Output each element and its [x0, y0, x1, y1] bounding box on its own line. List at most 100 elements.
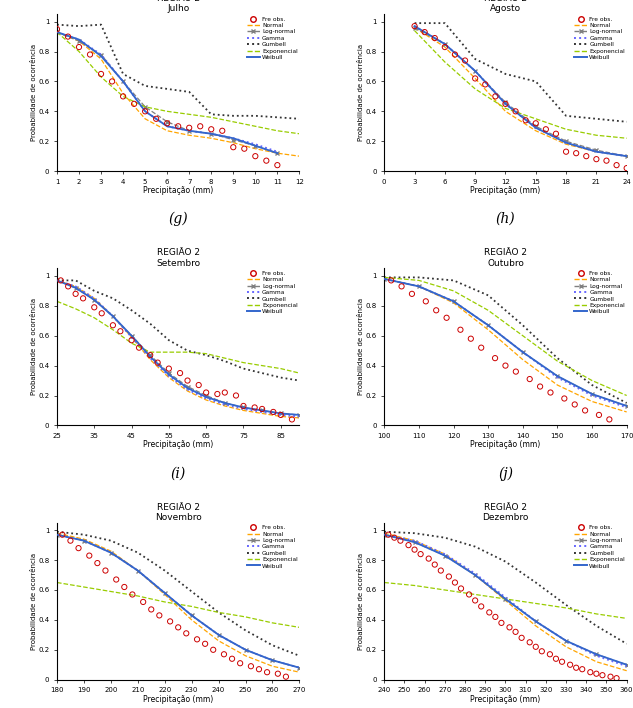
- Point: [480, 79, 491, 90]
- Point: [85, 49, 95, 60]
- Title: REGIÃO 2
Dezembro: REGIÃO 2 Dezembro: [482, 503, 529, 522]
- Point: [184, 122, 194, 133]
- Point: [442, 312, 452, 324]
- Point: [511, 366, 521, 377]
- Point: [92, 557, 103, 569]
- Point: [97, 307, 107, 319]
- Point: [505, 622, 515, 633]
- Point: [127, 589, 137, 600]
- Point: [273, 668, 283, 680]
- Legend: Fre obs., Normal, Log-normal, Gamma, Gumbell, Exponencial, Weibull: Fre obs., Normal, Log-normal, Gamma, Gum…: [573, 270, 626, 315]
- Legend: Fre obs., Normal, Log-normal, Gamma, Gumbell, Exponencial, Weibull: Fre obs., Normal, Log-normal, Gamma, Gum…: [246, 270, 299, 315]
- Title: REGIÃO 2
Outubro: REGIÃO 2 Outubro: [484, 249, 527, 268]
- Point: [530, 118, 541, 129]
- Point: [580, 405, 590, 416]
- Point: [84, 550, 94, 561]
- Point: [484, 607, 494, 618]
- Point: [220, 387, 230, 398]
- X-axis label: Precipitação (mm): Precipitação (mm): [470, 440, 541, 450]
- Point: [510, 105, 520, 117]
- Point: [403, 539, 413, 551]
- Legend: Fre obs., Normal, Log-normal, Gamma, Gumbell, Exponencial, Weibull: Fre obs., Normal, Log-normal, Gamma, Gum…: [246, 524, 299, 570]
- Point: [63, 280, 73, 292]
- Point: [456, 583, 466, 594]
- Point: [605, 671, 615, 683]
- Point: [206, 124, 216, 135]
- Point: [545, 649, 555, 660]
- Point: [396, 280, 406, 292]
- Point: [396, 535, 406, 547]
- Point: [598, 670, 608, 681]
- Point: [231, 390, 241, 401]
- Point: [525, 373, 535, 384]
- Point: [272, 159, 282, 171]
- X-axis label: Precipitação (mm): Precipitação (mm): [143, 695, 213, 704]
- Y-axis label: Probabilidade de ocorrência: Probabilidade de ocorrência: [30, 553, 37, 650]
- Title: REGIÃO 2
Novembro: REGIÃO 2 Novembro: [155, 503, 201, 522]
- Point: [421, 296, 431, 307]
- Point: [70, 288, 80, 299]
- Point: [201, 387, 211, 398]
- Point: [444, 571, 454, 582]
- Point: [557, 656, 567, 668]
- Point: [415, 549, 425, 560]
- Y-axis label: Probabilidade de ocorrência: Probabilidade de ocorrência: [358, 298, 364, 396]
- Point: [129, 98, 139, 110]
- Point: [115, 326, 125, 337]
- Text: (j): (j): [498, 466, 513, 481]
- Point: [101, 565, 111, 576]
- Point: [239, 400, 249, 411]
- Point: [151, 113, 161, 125]
- X-axis label: Precipitação (mm): Precipitação (mm): [143, 440, 213, 450]
- Point: [194, 379, 204, 391]
- Point: [52, 23, 62, 35]
- Point: [431, 304, 441, 316]
- Point: [491, 611, 501, 622]
- Point: [501, 98, 511, 110]
- Point: [535, 381, 545, 392]
- Point: [510, 626, 520, 637]
- Title: REGIÃO 2
Julho: REGIÃO 2 Julho: [157, 0, 199, 13]
- Point: [476, 342, 486, 353]
- Point: [537, 646, 547, 657]
- Point: [464, 589, 474, 600]
- X-axis label: Precipitação (mm): Precipitação (mm): [470, 186, 541, 195]
- Point: [175, 367, 185, 379]
- Point: [570, 399, 580, 410]
- Point: [227, 653, 237, 664]
- Point: [541, 124, 551, 135]
- Point: [410, 544, 420, 555]
- Point: [565, 659, 575, 670]
- Point: [254, 663, 264, 675]
- Point: [470, 73, 480, 84]
- Point: [153, 357, 163, 368]
- Point: [605, 413, 615, 425]
- Point: [525, 636, 535, 648]
- Point: [235, 658, 245, 669]
- Point: [470, 595, 480, 606]
- Point: [262, 666, 272, 678]
- Point: [423, 553, 434, 564]
- Point: [118, 91, 128, 102]
- Point: [594, 409, 604, 421]
- Point: [591, 154, 601, 165]
- Point: [430, 33, 440, 44]
- Legend: Fre obs., Normal, Log-normal, Gamma, Gumbell, Exponencial, Weibull: Fre obs., Normal, Log-normal, Gamma, Gum…: [573, 16, 626, 61]
- Point: [491, 91, 501, 102]
- Legend: Fre obs., Normal, Log-normal, Gamma, Gumbell, Exponencial, Weibull: Fre obs., Normal, Log-normal, Gamma, Gum…: [573, 524, 626, 570]
- Point: [239, 143, 249, 154]
- Point: [281, 671, 291, 683]
- Point: [517, 632, 527, 644]
- Point: [440, 41, 450, 52]
- Point: [65, 535, 75, 547]
- Point: [436, 565, 446, 576]
- Point: [551, 653, 561, 664]
- Point: [450, 49, 460, 60]
- Point: [200, 638, 210, 649]
- Point: [455, 324, 465, 336]
- Point: [601, 155, 611, 166]
- Point: [192, 634, 202, 645]
- Point: [268, 406, 279, 418]
- Point: [73, 542, 84, 554]
- Point: [146, 604, 156, 615]
